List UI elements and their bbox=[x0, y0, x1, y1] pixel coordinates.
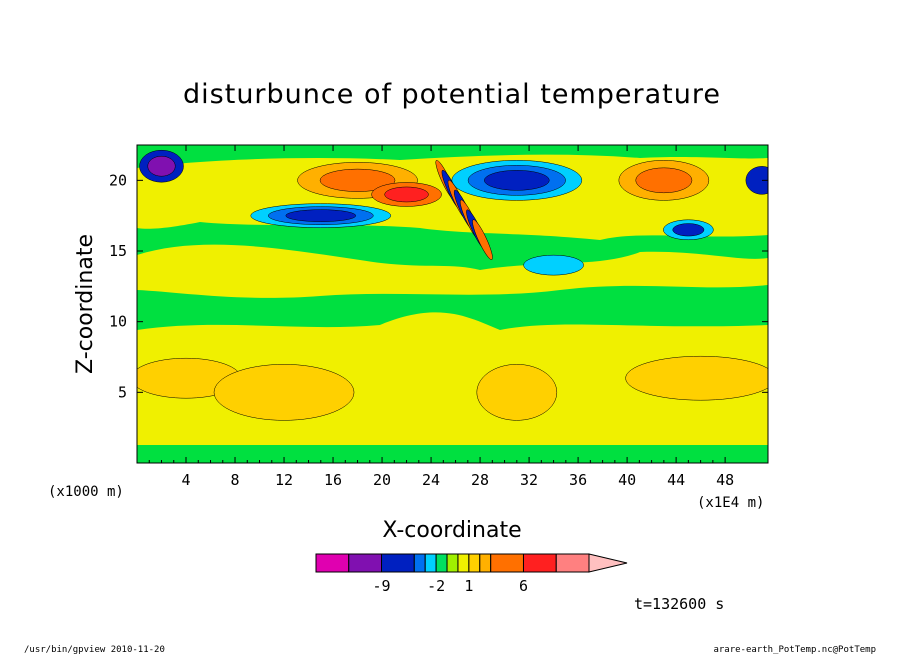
positive-anomaly bbox=[625, 355, 768, 401]
negative-anomaly bbox=[745, 166, 768, 195]
positive-anomaly bbox=[319, 168, 396, 192]
colorbar-label: -9 bbox=[372, 577, 390, 595]
footer-right: arare-earth_PotTemp.nc@PotTemp bbox=[713, 645, 876, 654]
plot-frame bbox=[136, 144, 769, 464]
positive-anomaly bbox=[213, 364, 355, 421]
colorbar-cell bbox=[468, 553, 481, 573]
y-axis-title: Z-coordinate bbox=[73, 234, 98, 374]
footer-left: /usr/bin/gpview 2010-11-20 bbox=[24, 645, 165, 654]
x-tick-label: 24 bbox=[422, 471, 440, 489]
chart-title: disturbunce of potential temperature bbox=[183, 79, 721, 110]
colorbar-cell bbox=[435, 553, 448, 573]
negative-anomaly bbox=[523, 254, 584, 276]
x-tick-label: 4 bbox=[181, 471, 190, 489]
negative-anomaly bbox=[147, 155, 176, 177]
x-tick-label: 20 bbox=[373, 471, 391, 489]
x-tick-label: 40 bbox=[618, 471, 636, 489]
x-tick-label: 16 bbox=[324, 471, 342, 489]
x-axis: 4 8 12 16 20 24 28 32 36 40 44 48 bbox=[148, 145, 734, 489]
x-tick-label: 12 bbox=[275, 471, 293, 489]
negative-anomaly bbox=[484, 170, 550, 191]
colorbar-cell bbox=[315, 553, 350, 573]
positive-anomaly bbox=[476, 364, 558, 421]
colorbar-cell bbox=[457, 553, 470, 573]
x-tick-label: 48 bbox=[716, 471, 734, 489]
x-tick-label: 28 bbox=[471, 471, 489, 489]
colorbar-cell bbox=[446, 553, 459, 573]
contour-band-mid bbox=[137, 244, 768, 298]
colorbar-cell bbox=[348, 553, 383, 573]
contour-band-lower bbox=[137, 312, 768, 463]
contour-band-base bbox=[137, 445, 768, 463]
y-axis: 5 10 15 20 bbox=[109, 171, 768, 401]
x-tick-label: 36 bbox=[569, 471, 587, 489]
x-tick-label: 8 bbox=[231, 471, 240, 489]
colorbar-cell bbox=[490, 553, 524, 573]
y-tick-label: 10 bbox=[109, 313, 127, 331]
colorbar-cell bbox=[522, 553, 557, 573]
x-tick-label: 44 bbox=[667, 471, 685, 489]
negative-anomaly bbox=[672, 223, 705, 237]
contour-features bbox=[137, 149, 768, 421]
colorbar-cell bbox=[555, 553, 590, 573]
colorbar-label: 6 bbox=[519, 577, 528, 595]
positive-anomaly bbox=[635, 167, 693, 194]
colorbar-cell bbox=[479, 553, 492, 573]
x-scale-note: (x1E4 m) bbox=[697, 495, 764, 511]
colorbar-cell bbox=[424, 553, 437, 573]
colorbar-cell bbox=[413, 553, 426, 573]
colorbar-label: 1 bbox=[464, 577, 473, 595]
time-label: t=132600 s bbox=[634, 595, 724, 613]
colorbar-cell bbox=[381, 553, 415, 573]
y-tick-label: 20 bbox=[109, 171, 127, 189]
y-tick-label: 5 bbox=[118, 383, 127, 401]
x-axis-title: X-coordinate bbox=[382, 518, 521, 543]
colorbar-label: -2 bbox=[427, 577, 445, 595]
positive-anomaly bbox=[384, 186, 429, 203]
x-tick-label: 32 bbox=[520, 471, 538, 489]
colorbar: -9 -2 1 6 bbox=[315, 553, 628, 595]
colorbar-extend-arrow bbox=[588, 553, 628, 573]
y-tick-label: 15 bbox=[109, 242, 127, 260]
x-unit-label: (x1000 m) bbox=[48, 484, 124, 500]
wave-packet-cell bbox=[472, 219, 493, 260]
negative-anomaly bbox=[285, 209, 357, 222]
